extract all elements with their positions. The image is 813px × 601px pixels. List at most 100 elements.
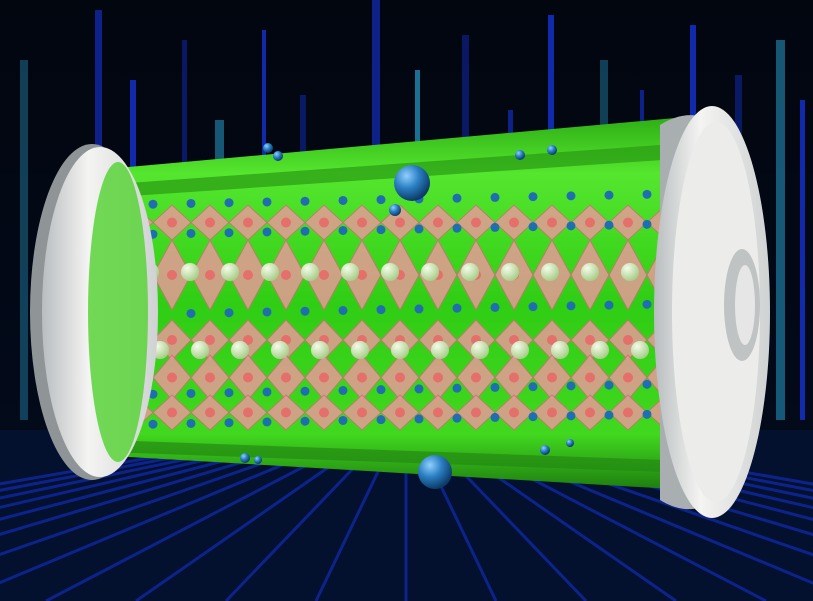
ion-sphere <box>515 150 525 160</box>
anion-atom <box>452 383 462 393</box>
anion-atom <box>376 225 386 235</box>
ion-sphere <box>547 145 557 155</box>
anion-atom <box>490 192 500 202</box>
metal-atom <box>585 335 595 345</box>
anion-atom <box>186 228 196 238</box>
metal-atom <box>357 217 367 228</box>
cation-atom <box>461 263 479 281</box>
light-streak <box>20 60 28 420</box>
anion-atom <box>262 227 272 237</box>
anion-atom <box>262 387 272 397</box>
metal-atom <box>433 217 443 228</box>
metal-atom <box>167 372 177 383</box>
anion-atom <box>528 222 538 232</box>
metal-atom <box>547 407 557 418</box>
anion-atom <box>338 195 348 205</box>
anion-atom <box>262 197 272 207</box>
anion-atom <box>452 193 462 203</box>
ion-sphere <box>273 151 283 161</box>
cation-atom <box>181 263 199 281</box>
metal-atom <box>205 270 215 280</box>
metal-atom <box>509 217 519 228</box>
anion-atom <box>528 412 538 422</box>
cation-atom <box>311 341 329 359</box>
metal-atom <box>509 407 519 418</box>
anion-atom <box>642 299 652 309</box>
cation-atom <box>541 263 559 281</box>
metal-atom <box>471 372 481 383</box>
cation-atom <box>191 341 209 359</box>
cation-atom <box>381 263 399 281</box>
metal-atom <box>357 372 367 383</box>
metal-atom <box>623 335 633 345</box>
anion-atom <box>490 412 500 422</box>
anion-atom <box>262 307 272 317</box>
cation-atom <box>271 341 289 359</box>
anion-atom <box>376 195 386 205</box>
metal-atom <box>319 407 329 418</box>
anion-atom <box>148 389 158 399</box>
metal-atom <box>623 217 633 228</box>
anion-atom <box>300 386 310 396</box>
metal-atom <box>547 335 557 345</box>
anion-atom <box>224 388 234 398</box>
anion-atom <box>528 302 538 312</box>
metal-atom <box>243 335 253 345</box>
metal-atom <box>547 217 557 228</box>
anion-atom <box>376 385 386 395</box>
right-end-cap <box>654 106 770 518</box>
anion-atom <box>414 384 424 394</box>
anion-atom <box>338 385 348 395</box>
ion-sphere <box>263 143 273 153</box>
ion-sphere <box>540 445 550 455</box>
metal-atom <box>243 270 253 280</box>
metal-atom <box>243 407 253 418</box>
cation-atom <box>621 263 639 281</box>
anion-atom <box>414 414 424 424</box>
anion-atom <box>452 223 462 233</box>
anion-atom <box>148 199 158 209</box>
anion-atom <box>566 411 576 421</box>
metal-atom <box>167 407 177 418</box>
anion-atom <box>338 305 348 315</box>
cation-atom <box>631 341 649 359</box>
metal-atom <box>243 217 253 228</box>
metal-atom <box>433 372 443 383</box>
anion-atom <box>490 302 500 312</box>
metal-atom <box>167 335 177 345</box>
cylinder-bottom-rim <box>105 440 665 472</box>
cation-atom <box>471 341 489 359</box>
metal-atom <box>585 407 595 418</box>
floating-ions <box>240 143 574 489</box>
cation-atom <box>551 341 569 359</box>
cation-atom <box>231 341 249 359</box>
anion-atom <box>300 416 310 426</box>
ion-sphere <box>389 204 401 216</box>
metal-atom <box>357 270 367 280</box>
anion-atom <box>566 221 576 231</box>
metal-atom <box>205 217 215 228</box>
metal-atom <box>167 270 177 280</box>
anion-atom <box>642 379 652 389</box>
anion-atom <box>604 410 614 420</box>
metal-atom <box>585 372 595 383</box>
ion-sphere <box>240 453 250 463</box>
cation-atom <box>511 341 529 359</box>
anion-atom <box>224 308 234 318</box>
anion-atom <box>604 220 614 230</box>
anion-atom <box>300 226 310 236</box>
cation-atom <box>501 263 519 281</box>
ion-sphere <box>566 439 574 447</box>
anion-atom <box>642 219 652 229</box>
anion-atom <box>528 192 538 202</box>
metal-atom <box>585 217 595 228</box>
cation-atom <box>581 263 599 281</box>
anion-atom <box>414 224 424 234</box>
left-end-cap <box>30 144 158 480</box>
cation-atom <box>301 263 319 281</box>
metal-atom <box>205 372 215 383</box>
cation-atom <box>421 263 439 281</box>
cation-atom <box>261 263 279 281</box>
anion-atom <box>452 303 462 313</box>
